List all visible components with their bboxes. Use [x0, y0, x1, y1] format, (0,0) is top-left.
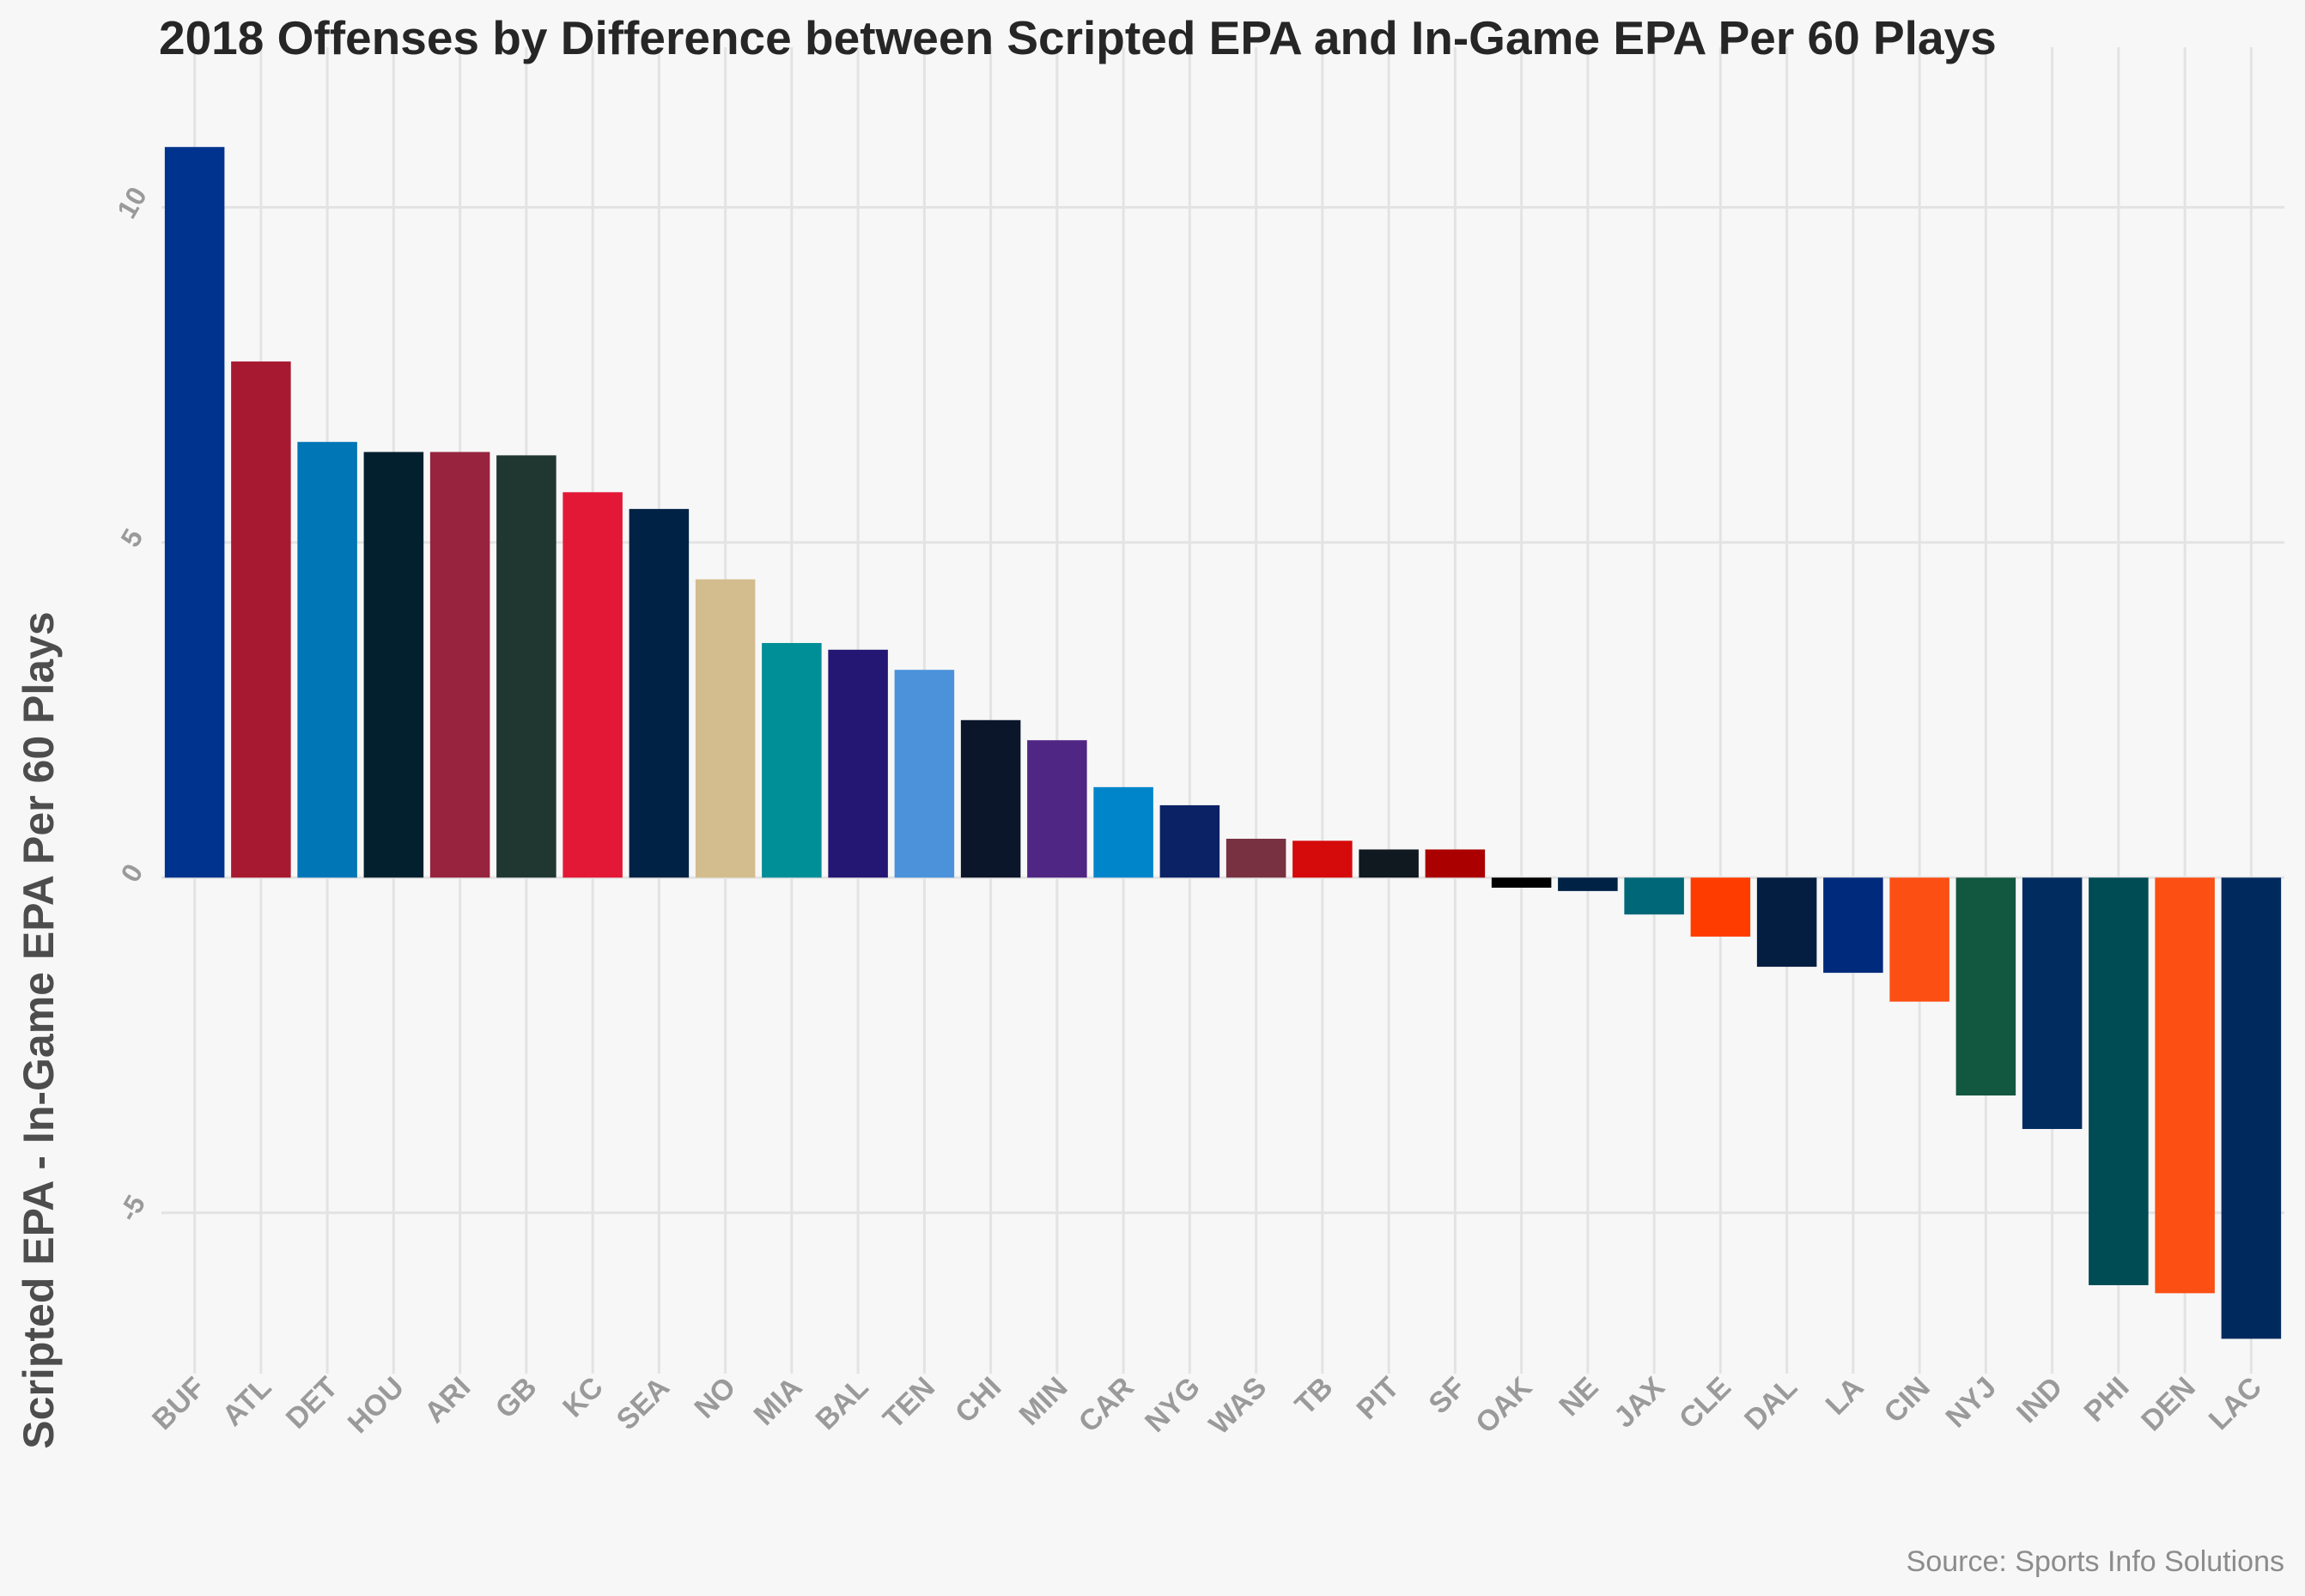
bar-nyj: [1955, 877, 2016, 1095]
x-tick-label: ARI: [418, 1371, 477, 1429]
bar-sea: [629, 508, 690, 878]
bar-buf: [164, 147, 225, 878]
x-tick-label: OAK: [1469, 1370, 1539, 1440]
x-tick-label: CHI: [949, 1371, 1007, 1429]
x-tick-label: LA: [1820, 1371, 1870, 1422]
bar-phi: [2089, 877, 2149, 1285]
bar-tb: [1292, 840, 1353, 878]
bar-ten: [894, 670, 955, 878]
x-tick-label: NE: [1553, 1371, 1604, 1423]
bar-sf: [1425, 849, 1486, 878]
x-tick-label: NO: [688, 1371, 742, 1425]
chart-title: 2018 Offenses by Difference between Scri…: [159, 11, 1997, 64]
x-tick-label: SEA: [611, 1371, 676, 1436]
y-tick-label: -5: [113, 1190, 151, 1227]
x-tick-label: DET: [280, 1371, 344, 1435]
bar-ne: [1558, 877, 1618, 891]
bar-min: [1027, 740, 1087, 878]
x-tick-label: MIA: [748, 1371, 809, 1432]
bar-mia: [762, 642, 822, 878]
x-tick-label: DAL: [1738, 1371, 1803, 1436]
bar-la: [1823, 877, 1883, 974]
bar-atl: [231, 361, 291, 878]
x-tick-label: CIN: [1878, 1371, 1937, 1429]
x-tick-label: BAL: [809, 1371, 874, 1436]
x-tick-label: ATL: [216, 1371, 278, 1433]
bar-ari: [429, 452, 490, 878]
bar-den: [2155, 877, 2215, 1294]
bar-gb: [496, 455, 556, 878]
bar-no: [695, 579, 756, 878]
bar-chi: [960, 719, 1021, 878]
bar-nyg: [1159, 804, 1220, 878]
bars: [164, 147, 2282, 1339]
x-tick-label: TEN: [877, 1371, 941, 1435]
x-tick-label: NYJ: [1939, 1371, 2003, 1435]
bar-cin: [1889, 877, 1949, 1002]
x-tick-label: WAS: [1203, 1371, 1274, 1441]
bar-hou: [363, 452, 424, 878]
y-tick-label: 10: [111, 182, 153, 224]
x-tick-label: GB: [490, 1371, 544, 1425]
bar-cle: [1690, 877, 1751, 937]
y-axis-ticks: 10 5 0 -5: [111, 182, 153, 1227]
bar-pit: [1359, 849, 1419, 878]
x-tick-label: MIN: [1013, 1371, 1074, 1432]
y-tick-label: 5: [114, 524, 149, 552]
bar-was: [1225, 838, 1286, 878]
bar-jax: [1624, 877, 1684, 915]
y-tick-label: 0: [114, 859, 149, 887]
bar-lac: [2221, 877, 2282, 1339]
x-tick-label: PHI: [2078, 1371, 2136, 1429]
x-tick-label: JAX: [1608, 1371, 1671, 1435]
x-tick-label: HOU: [342, 1371, 411, 1440]
bar-dal: [1756, 877, 1817, 968]
x-tick-label: CLE: [1673, 1371, 1737, 1435]
source-caption: Source: Sports Info Solutions: [1907, 1545, 2284, 1578]
x-tick-label: KC: [556, 1371, 610, 1424]
bar-bal: [828, 649, 888, 878]
x-tick-label: TB: [1289, 1371, 1340, 1422]
x-tick-label: BUF: [146, 1371, 211, 1436]
x-tick-label: SF: [1422, 1371, 1472, 1421]
x-tick-label: CAR: [1073, 1371, 1140, 1439]
x-tick-label: DEN: [2135, 1371, 2202, 1438]
x-tick-label: IND: [2010, 1371, 2069, 1429]
y-axis-label: Scripted EPA - In-Game EPA Per 60 Plays: [15, 611, 63, 1448]
x-tick-label: NYG: [1139, 1371, 1207, 1439]
x-tick-label: PIT: [1351, 1371, 1406, 1426]
bar-car: [1093, 786, 1153, 878]
x-tick-label: LAC: [2203, 1371, 2268, 1436]
bar-ind: [2022, 877, 2083, 1130]
bar-det: [297, 441, 357, 878]
bar-kc: [563, 492, 623, 878]
bar-oak: [1491, 877, 1552, 888]
